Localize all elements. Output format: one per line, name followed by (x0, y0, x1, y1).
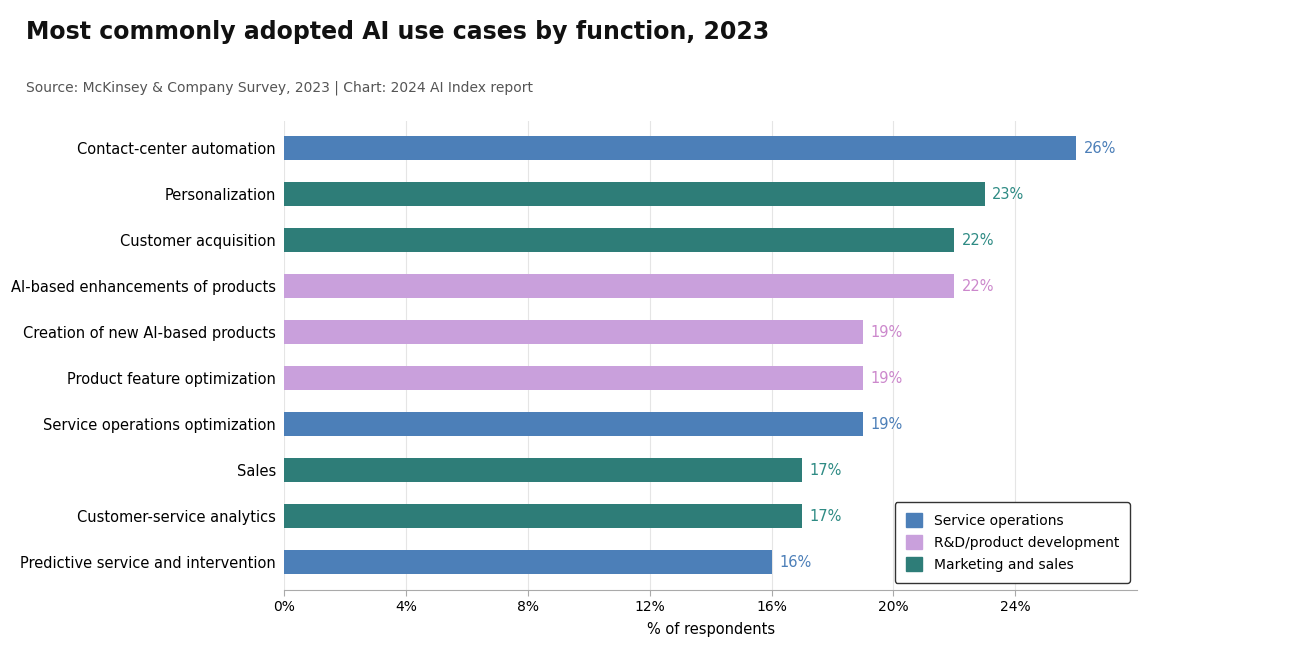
Text: Source: McKinsey & Company Survey, 2023 | Chart: 2024 AI Index report: Source: McKinsey & Company Survey, 2023 … (26, 80, 532, 95)
Text: 17%: 17% (810, 462, 842, 478)
Bar (284, 504, 802, 528)
Text: 19%: 19% (871, 417, 903, 431)
Text: 22%: 22% (961, 279, 995, 293)
Bar (284, 228, 955, 252)
Bar (284, 550, 771, 574)
Text: 22%: 22% (961, 232, 995, 248)
X-axis label: % of respondents: % of respondents (646, 622, 775, 637)
Bar (284, 136, 1076, 160)
Bar (284, 366, 863, 390)
Text: 19%: 19% (871, 324, 903, 340)
Text: 23%: 23% (992, 187, 1025, 202)
Bar (284, 320, 863, 344)
Text: 16%: 16% (779, 555, 811, 570)
Text: 17%: 17% (810, 509, 842, 523)
Text: Most commonly adopted AI use cases by function, 2023: Most commonly adopted AI use cases by fu… (26, 20, 769, 44)
Bar (284, 182, 985, 206)
Legend: Service operations, R&D/product development, Marketing and sales: Service operations, R&D/product developm… (894, 502, 1130, 583)
Bar (284, 458, 802, 482)
Text: 26%: 26% (1084, 141, 1116, 155)
Bar (284, 274, 955, 298)
Bar (284, 412, 863, 436)
Text: 19%: 19% (871, 371, 903, 386)
